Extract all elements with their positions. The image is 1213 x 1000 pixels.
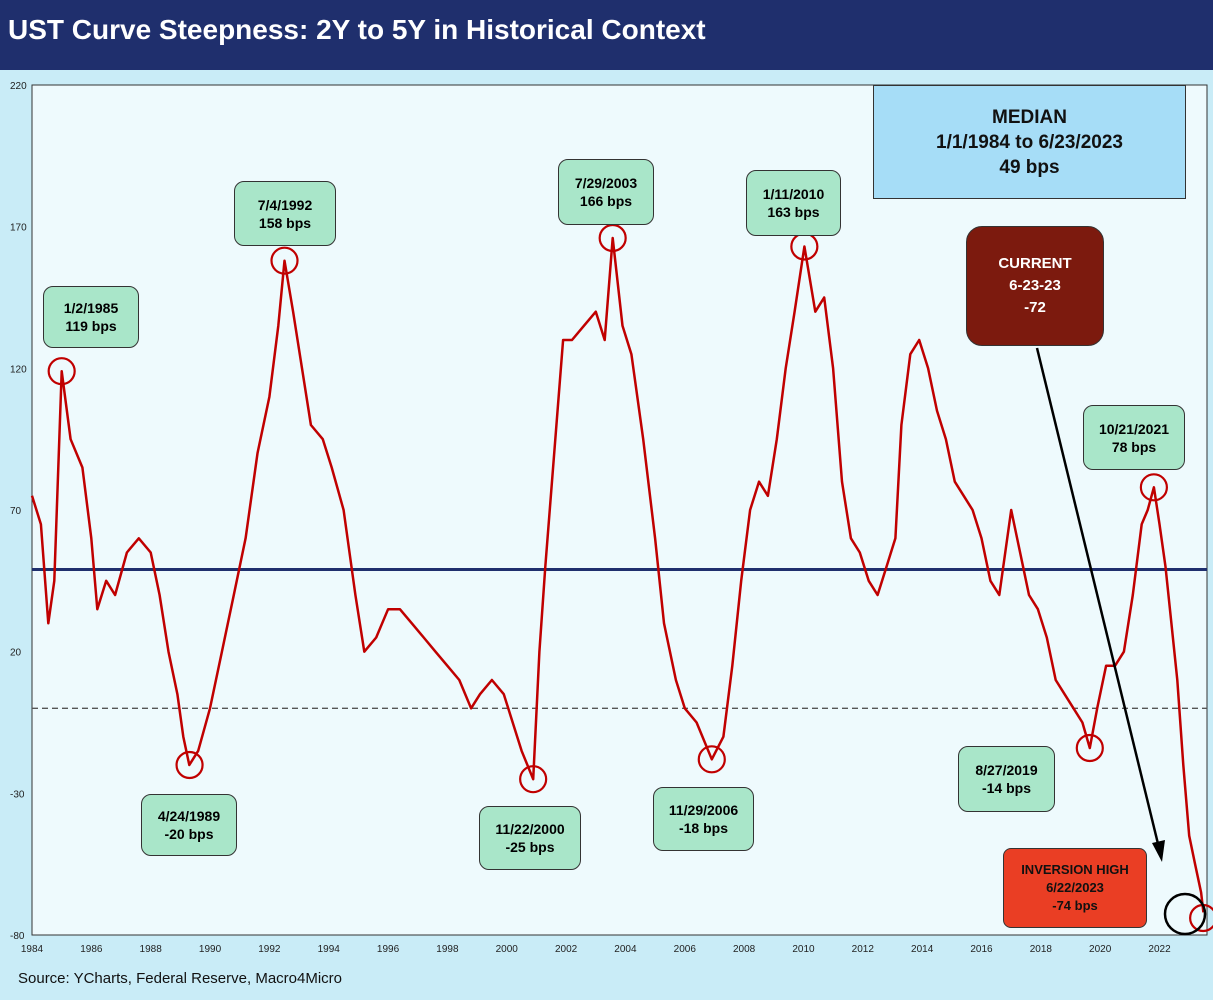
annotation-date: 1/2/1985	[63, 300, 119, 316]
y-axis: 220 170 120 70 20 -30 -80	[10, 81, 27, 942]
annotation-2000: 11/22/2000 -25 bps	[479, 806, 581, 870]
current-value: -72	[1024, 299, 1046, 316]
x-tick-label: 2018	[1030, 944, 1053, 955]
inversion-date: 6/22/2023	[1046, 880, 1104, 895]
x-tick-label: 2014	[911, 944, 934, 955]
x-tick-label: 1998	[436, 944, 459, 955]
x-tick-label: 1984	[21, 944, 44, 955]
annotation-value: -25 bps	[505, 839, 555, 855]
x-tick-label: 2010	[792, 944, 815, 955]
annotation-circle	[697, 745, 726, 774]
annotation-value: -18 bps	[678, 820, 728, 836]
y-tick-label: 170	[10, 223, 27, 234]
annotation-date: 11/29/2006	[668, 802, 739, 818]
annotation-2003: 7/29/2003 166 bps	[558, 159, 654, 225]
title-bar: UST Curve Steepness: 2Y to 5Y in Histori…	[0, 0, 1213, 70]
annotation-2019: 8/27/2019 -14 bps	[958, 746, 1055, 812]
x-tick-label: 2016	[970, 944, 993, 955]
x-tick-label: 1992	[258, 944, 281, 955]
current-date: 6-23-23	[1009, 277, 1061, 294]
y-tick-label: 70	[10, 506, 22, 517]
median-range: 1/1/1984 to 6/23/2023	[936, 131, 1123, 153]
annotation-date: 10/21/2021	[1098, 420, 1170, 437]
x-tick-label: 2002	[555, 944, 578, 955]
x-tick-label: 2022	[1148, 944, 1171, 955]
annotation-circle	[1075, 733, 1104, 763]
x-tick-label: 2020	[1089, 944, 1112, 955]
current-box: CURRENT 6-23-23 -72	[966, 226, 1104, 346]
annotation-date: 8/27/2019	[975, 762, 1038, 778]
x-tick-label: 2008	[733, 944, 756, 955]
y-tick-label: 220	[10, 81, 27, 92]
y-tick-label: -30	[10, 789, 25, 800]
annotation-circle	[175, 750, 204, 780]
median-box: MEDIAN 1/1/1984 to 6/23/2023 49 bps	[873, 85, 1186, 199]
annotation-value: -20 bps	[164, 826, 214, 842]
series-line	[30, 236, 1205, 913]
y-tick-label: 120	[10, 364, 27, 375]
y-tick-label: -80	[10, 931, 25, 942]
x-tick-label: 1986	[80, 944, 103, 955]
annotation-value: 158 bps	[258, 214, 312, 231]
annotation-1992: 7/4/1992 158 bps	[234, 181, 336, 246]
x-tick-label: 2004	[614, 944, 637, 955]
annotation-circle	[598, 223, 627, 253]
x-tick-label: 1988	[140, 944, 163, 955]
x-tick-label: 1994	[318, 944, 341, 955]
inversion-box: INVERSION HIGH 6/22/2023 -74 bps	[1003, 848, 1147, 928]
annotation-value: 78 bps	[1111, 438, 1157, 455]
x-tick-label: 2006	[674, 944, 697, 955]
median-label: MEDIAN	[992, 106, 1067, 128]
annotation-value: -14 bps	[981, 780, 1031, 796]
x-tick-label: 2012	[852, 944, 875, 955]
annotation-date: 7/29/2003	[574, 175, 638, 191]
annotation-1989: 4/24/1989 -20 bps	[141, 794, 237, 856]
annotation-1985: 1/2/1985 119 bps	[43, 286, 139, 348]
annotation-circle	[1139, 473, 1168, 502]
annotation-2006: 11/29/2006 -18 bps	[653, 787, 754, 851]
x-tick-label: 2000	[496, 944, 519, 955]
annotation-circle	[519, 765, 548, 794]
y-tick-label: 20	[10, 648, 22, 659]
annotation-circle	[47, 357, 76, 386]
median-value: 49 bps	[999, 156, 1060, 178]
x-tick-label: 1996	[377, 944, 400, 955]
annotation-date: 11/22/2000	[495, 821, 565, 837]
current-label: CURRENT	[998, 255, 1072, 272]
inversion-label: INVERSION HIGH	[1021, 862, 1129, 877]
arrow-shaft	[1035, 347, 1162, 853]
annotation-circle	[270, 246, 299, 275]
source-note: Source: YCharts, Federal Reserve, Macro4…	[18, 970, 343, 987]
annotation-2021: 10/21/2021 78 bps	[1083, 405, 1185, 470]
inversion-value: -74 bps	[1052, 898, 1098, 913]
annotation-2010: 1/11/2010 163 bps	[746, 170, 841, 236]
annotation-value: 166 bps	[579, 193, 633, 209]
x-tick-label: 1990	[199, 944, 222, 955]
annotation-value: 119 bps	[65, 318, 117, 334]
annotation-date: 7/4/1992	[257, 196, 313, 213]
current-point-marker	[1163, 892, 1207, 936]
x-axis: 1984 1986 1988 1990 1992 1994 1996 1998 2000 2002…	[21, 944, 1171, 955]
chart-title: UST Curve Steepness: 2Y to 5Y in Histori…	[8, 14, 706, 45]
arrowhead	[1152, 840, 1165, 862]
annotation-value: 163 bps	[767, 204, 820, 220]
annotation-date: 1/11/2010	[762, 186, 825, 202]
annotation-date: 4/24/1989	[157, 808, 221, 824]
